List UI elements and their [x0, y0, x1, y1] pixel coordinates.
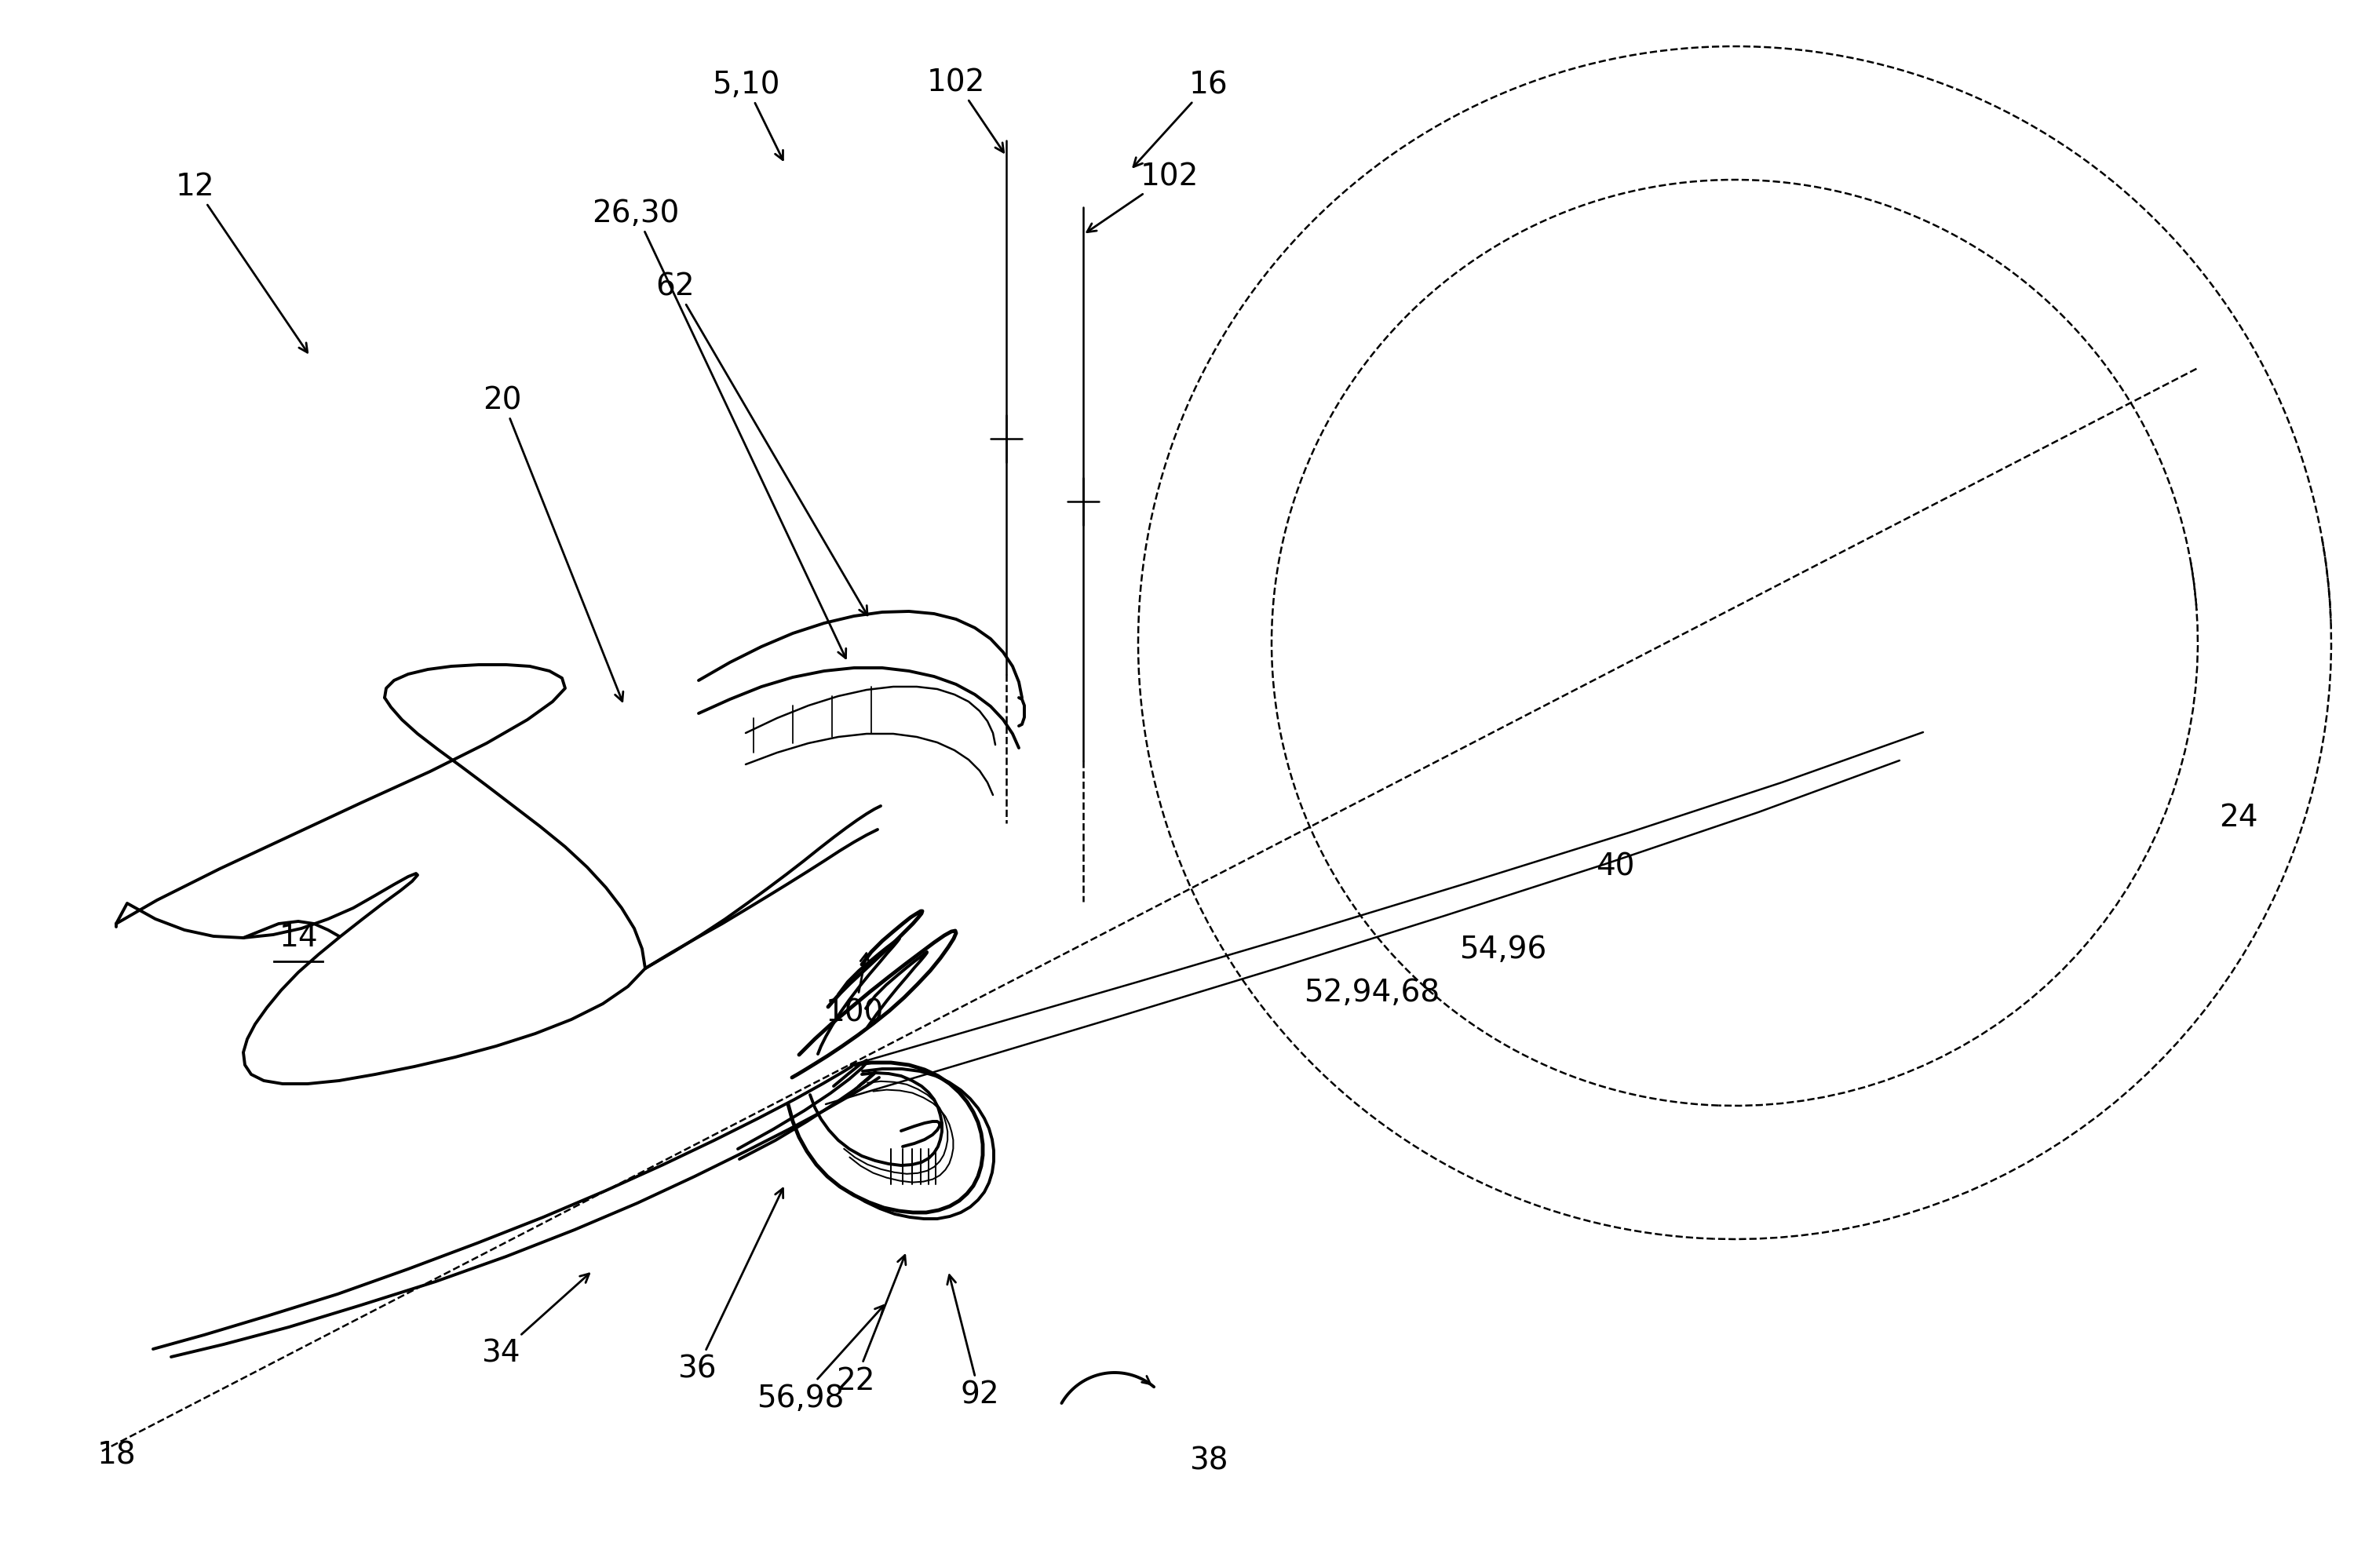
Text: 26,30: 26,30 — [591, 199, 847, 659]
Text: 62: 62 — [655, 271, 868, 616]
Text: 14: 14 — [279, 922, 317, 952]
Text: 34: 34 — [482, 1273, 589, 1367]
Text: 92: 92 — [948, 1275, 998, 1410]
Text: 20: 20 — [482, 386, 622, 701]
Text: 36: 36 — [676, 1189, 783, 1383]
Text: 56,98: 56,98 — [757, 1306, 885, 1413]
Text: 18: 18 — [97, 1439, 135, 1469]
Text: 54,96: 54,96 — [1459, 935, 1547, 964]
Text: 38: 38 — [1190, 1446, 1227, 1475]
Text: 24: 24 — [2218, 803, 2259, 833]
Text: 16: 16 — [1133, 71, 1227, 168]
Text: 40: 40 — [1596, 851, 1634, 881]
Text: 5,10: 5,10 — [712, 71, 783, 160]
Text: 102: 102 — [927, 67, 1003, 154]
Text: 12: 12 — [175, 172, 307, 353]
Text: 52,94,68: 52,94,68 — [1303, 977, 1440, 1007]
Text: 100: 100 — [825, 953, 885, 1027]
Text: 22: 22 — [837, 1256, 906, 1396]
Text: 102: 102 — [1088, 162, 1199, 232]
